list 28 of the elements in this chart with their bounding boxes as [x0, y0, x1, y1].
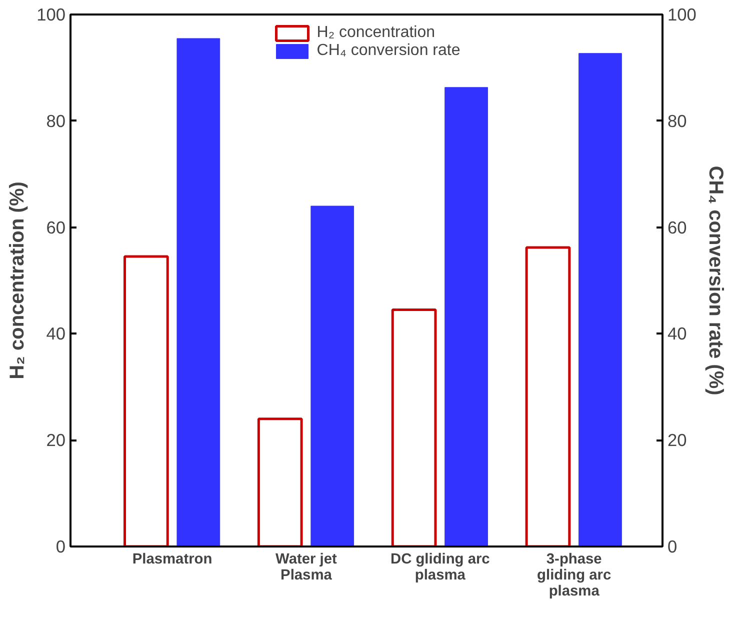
- bar: [257, 418, 303, 546]
- y-tick-label: 100: [36, 4, 66, 24]
- y2-tick-label: 80: [668, 110, 687, 131]
- y-tick-label: 20: [46, 430, 66, 450]
- y-axis-title: H₂ concentration (%): [6, 182, 29, 380]
- bar: [391, 308, 437, 546]
- x-tick-label: 3-phase gliding arc plasma: [537, 552, 612, 600]
- y2-axis-title: CH₄ conversion rate (%): [704, 166, 726, 396]
- bar: [176, 38, 220, 546]
- bar: [525, 246, 571, 546]
- bar: [123, 255, 169, 546]
- legend-label: CH₄ conversion rate: [316, 42, 460, 60]
- legend-label: H₂ concentration: [316, 24, 436, 42]
- y2-tick-label: 60: [668, 217, 687, 238]
- bar: [444, 87, 488, 546]
- y2-tick-label: 40: [668, 324, 687, 344]
- y2-tick-label: 20: [668, 430, 687, 450]
- bar: [310, 206, 354, 546]
- x-tick-label: Water jet Plasma: [276, 552, 338, 584]
- y2-tick-label: 100: [668, 4, 696, 24]
- bar: [578, 53, 622, 546]
- y-tick-label: 40: [46, 324, 66, 344]
- y2-tick-label: 0: [668, 536, 678, 556]
- y-tick-label: 0: [56, 536, 66, 556]
- x-tick-label: Plasmatron: [132, 552, 212, 568]
- y-tick-label: 60: [46, 217, 66, 238]
- x-tick-label: DC gliding arc plasma: [390, 552, 490, 584]
- y-tick-label: 80: [46, 110, 66, 131]
